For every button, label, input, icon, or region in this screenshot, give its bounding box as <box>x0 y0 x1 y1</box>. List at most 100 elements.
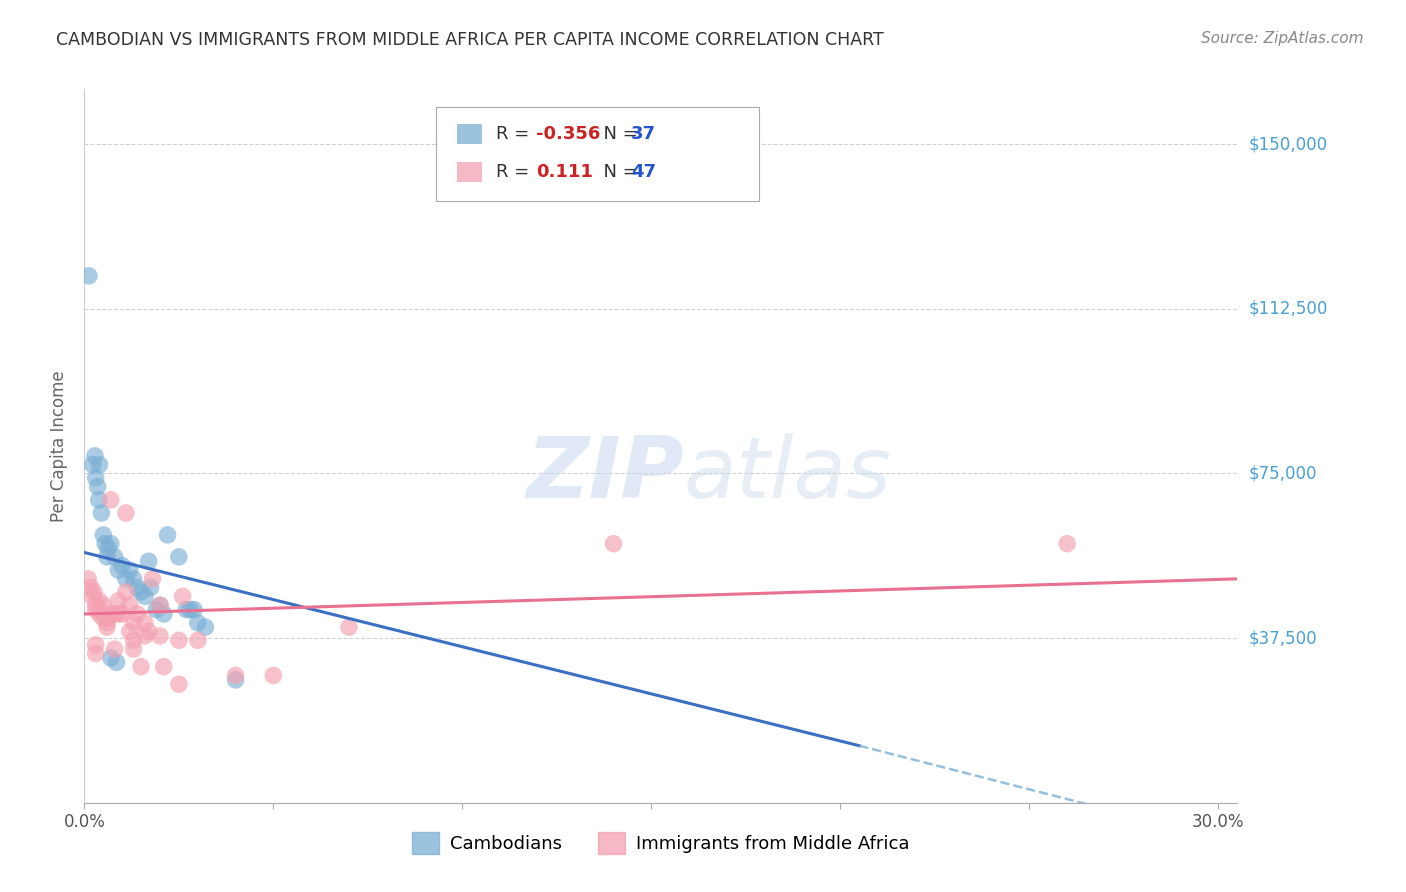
Point <box>90 506 112 520</box>
Point <box>225 673 247 687</box>
Point <box>127 581 149 595</box>
Point <box>134 590 156 604</box>
Point <box>100 651 122 665</box>
Point <box>118 563 141 577</box>
Point <box>104 642 127 657</box>
Point <box>91 611 114 625</box>
Point <box>82 458 104 472</box>
Point <box>167 549 190 564</box>
Point <box>194 620 217 634</box>
Point <box>176 602 198 616</box>
Point <box>602 537 624 551</box>
Point <box>96 549 118 564</box>
Point <box>122 642 145 657</box>
Text: $112,500: $112,500 <box>1249 300 1327 318</box>
Point <box>139 581 162 595</box>
Point <box>167 633 190 648</box>
Point <box>100 492 122 507</box>
Point <box>149 598 172 612</box>
Y-axis label: Per Capita Income: Per Capita Income <box>51 370 69 522</box>
Point <box>167 677 190 691</box>
Point <box>118 624 141 639</box>
Point <box>149 598 172 612</box>
Point <box>96 611 118 625</box>
Point <box>91 598 114 612</box>
Point <box>138 554 160 568</box>
Point <box>127 607 149 621</box>
Point <box>145 602 167 616</box>
Point <box>84 647 107 661</box>
Point <box>225 668 247 682</box>
Text: $150,000: $150,000 <box>1249 135 1327 153</box>
Point <box>337 620 360 634</box>
Point <box>115 506 138 520</box>
Point <box>107 594 129 608</box>
Point <box>89 594 111 608</box>
Text: atlas: atlas <box>683 433 891 516</box>
Point <box>107 607 129 621</box>
Point <box>179 602 201 616</box>
Point <box>84 449 107 463</box>
Point <box>138 624 160 639</box>
Point <box>111 607 134 621</box>
Point <box>89 458 111 472</box>
Point <box>122 572 145 586</box>
Point <box>84 598 107 612</box>
Point <box>87 492 110 507</box>
Point <box>80 590 103 604</box>
Point <box>89 607 111 621</box>
Point <box>96 615 118 630</box>
Text: CAMBODIAN VS IMMIGRANTS FROM MIDDLE AFRICA PER CAPITA INCOME CORRELATION CHART: CAMBODIAN VS IMMIGRANTS FROM MIDDLE AFRI… <box>56 31 884 49</box>
Point <box>141 572 163 586</box>
Point <box>134 629 156 643</box>
Point <box>262 668 284 682</box>
Point <box>83 585 105 599</box>
Point <box>156 528 179 542</box>
Point <box>1056 537 1078 551</box>
Point <box>86 480 108 494</box>
Text: R =: R = <box>496 163 536 181</box>
Point <box>187 615 209 630</box>
Point <box>152 607 174 621</box>
Point <box>104 607 127 621</box>
Point <box>107 563 129 577</box>
Text: N =: N = <box>592 125 644 143</box>
Text: ZIP: ZIP <box>526 433 683 516</box>
Point <box>91 528 114 542</box>
Point <box>115 585 138 599</box>
Text: $75,000: $75,000 <box>1249 465 1317 483</box>
Point <box>77 572 100 586</box>
Point <box>84 638 107 652</box>
Text: -0.356: -0.356 <box>536 125 600 143</box>
Text: 0.111: 0.111 <box>536 163 592 181</box>
Point <box>187 633 209 648</box>
Text: 47: 47 <box>631 163 657 181</box>
Point <box>152 659 174 673</box>
Point <box>122 615 145 630</box>
Point <box>111 558 134 573</box>
Point <box>100 537 122 551</box>
Point <box>84 471 107 485</box>
Point <box>100 607 122 621</box>
Point <box>104 549 127 564</box>
Point <box>80 581 103 595</box>
Text: Source: ZipAtlas.com: Source: ZipAtlas.com <box>1201 31 1364 46</box>
Legend: Cambodians, Immigrants from Middle Africa: Cambodians, Immigrants from Middle Afric… <box>405 825 917 862</box>
Point <box>115 572 138 586</box>
Text: 37: 37 <box>631 125 657 143</box>
Text: $37,500: $37,500 <box>1249 629 1317 647</box>
Text: R =: R = <box>496 125 536 143</box>
Point <box>77 268 100 283</box>
Point <box>134 615 156 630</box>
Point <box>183 602 205 616</box>
Point <box>172 590 194 604</box>
Text: N =: N = <box>592 163 644 181</box>
Point <box>105 655 128 669</box>
Point <box>129 585 152 599</box>
Point <box>122 633 145 648</box>
Point <box>96 620 118 634</box>
Point <box>118 598 141 612</box>
Point <box>97 541 120 555</box>
Point <box>129 659 152 673</box>
Point <box>94 537 117 551</box>
